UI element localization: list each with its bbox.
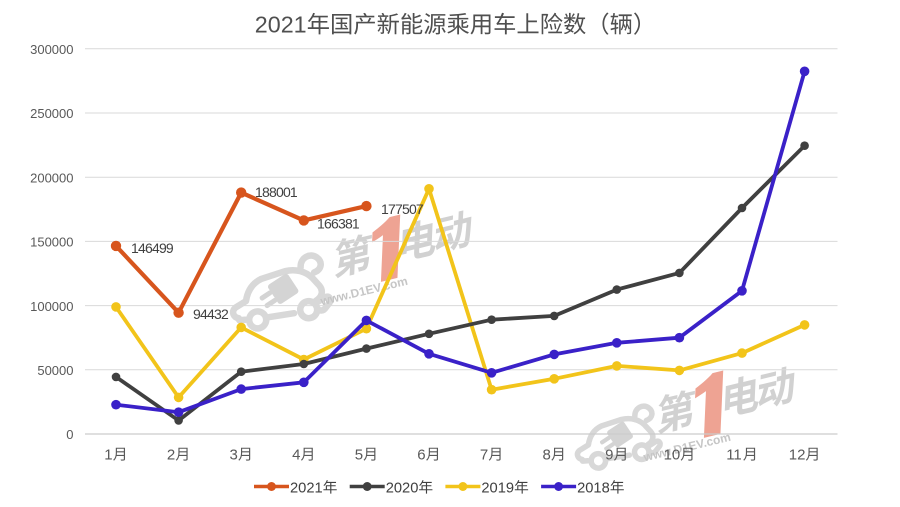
svg-text:2: 2 [167,447,175,464]
svg-text:166381: 166381 [317,216,360,232]
svg-text:100000: 100000 [30,299,73,314]
svg-text:2019: 2019 [481,481,514,497]
svg-text:7: 7 [480,447,488,464]
svg-text:146499: 146499 [131,240,174,256]
svg-text:300000: 300000 [30,42,73,57]
svg-text:6: 6 [417,447,425,464]
svg-text:150000: 150000 [30,235,73,250]
svg-text:2021: 2021 [255,12,307,38]
svg-text:10: 10 [664,447,681,464]
svg-text:11: 11 [726,447,742,464]
svg-text:0: 0 [66,427,73,442]
svg-text:12: 12 [789,447,806,464]
svg-text:94432: 94432 [193,306,229,322]
svg-text:1: 1 [104,447,112,464]
svg-text:177507: 177507 [381,201,424,217]
svg-text:4: 4 [292,447,300,464]
svg-text:3: 3 [230,447,238,464]
svg-text:2020: 2020 [386,481,419,497]
svg-text:200000: 200000 [30,170,73,185]
svg-text:5: 5 [355,447,363,464]
svg-text:188001: 188001 [255,184,298,200]
svg-text:250000: 250000 [30,106,73,121]
svg-text:9: 9 [605,447,613,464]
svg-text:2018: 2018 [577,481,610,497]
svg-text:2021: 2021 [290,481,323,497]
svg-text:50000: 50000 [37,363,73,378]
svg-text:8: 8 [543,447,551,464]
